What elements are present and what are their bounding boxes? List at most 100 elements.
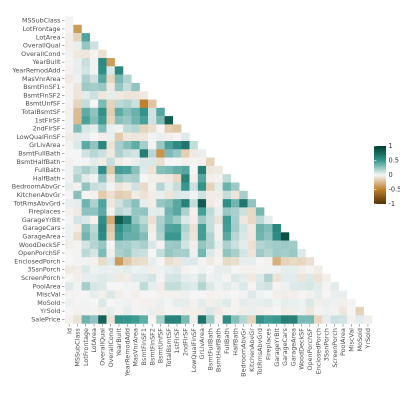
heatmap-cell-MoSold-WoodDeckSF	[297, 298, 306, 308]
heatmap-cell-YrSold-HalfBath	[231, 307, 240, 316]
y-tick-label: YearRemodAdd	[11, 66, 60, 74]
heatmap-cell-1stFlrSF-MasVnrArea	[131, 116, 140, 125]
heatmap-cell-FullBath-TotalBsmtSF	[164, 165, 174, 175]
heatmap-cell-OverallCond-OverallQual	[98, 49, 107, 59]
heatmap-cell-SalePrice-1stFlrSF	[172, 315, 182, 324]
heatmap-cell-ScreenPorch-TotalBsmtSF	[164, 273, 174, 283]
heatmap-cell-Fireplaces-1stFlrSF	[172, 207, 182, 216]
heatmap-cell-WoodDeckSF-LotArea	[89, 240, 99, 250]
heatmap-cell-EnclosedPorch-OverallQual	[98, 257, 107, 266]
x-tick-label: MasVnrArea	[132, 328, 140, 367]
heatmap-cell-BsmtFullBath-MasVnrArea	[131, 149, 140, 158]
heatmap-cell-BsmtFinSF2-LotArea	[89, 91, 99, 100]
heatmap-cell-YearRemodAdd-MSSubClass	[73, 66, 82, 75]
heatmap-cell-EnclosedPorch-KitchenAbvGr	[247, 257, 257, 266]
heatmap-cell-SalePrice-LotFrontage	[81, 315, 91, 324]
y-tick-label: MSSubClass	[22, 17, 61, 25]
heatmap-cell-1stFlrSF-BsmtUnfSF	[156, 116, 165, 125]
heatmap-cell-MiscVal-BsmtFinSF1	[139, 290, 149, 299]
heatmap-cell-EnclosedPorch-2ndFlrSF	[181, 257, 190, 266]
heatmap-cell-SalePrice-WoodDeckSF	[297, 315, 306, 324]
heatmap-cell-KitchenAbvGr-Id	[65, 190, 74, 200]
heatmap-cell-3SsnPorch-BsmtFinSF1	[139, 265, 149, 274]
heatmap-cell-MoSold-KitchenAbvGr	[247, 298, 257, 308]
heatmap-cell-MiscVal-OverallCond	[106, 290, 115, 299]
heatmap-cell-EnclosedPorch-GrLivArea	[197, 257, 207, 266]
y-tick-label: 2ndFlrSF	[33, 125, 61, 133]
heatmap-cell-MoSold-HalfBath	[231, 298, 240, 308]
heatmap-cell-SalePrice-MasVnrArea	[131, 315, 140, 324]
heatmap-cell-Fireplaces-OverallQual	[98, 207, 107, 216]
heatmap-cell-MoSold-BsmtFinSF1	[139, 298, 149, 308]
heatmap-cell-BedroomAbvGr-GrLivArea	[197, 182, 207, 191]
heatmap-cell-PoolArea-Id	[65, 282, 74, 291]
heatmap-cell-TotRmsAbvGrd-OverallCond	[106, 199, 115, 208]
heatmap-cell-MiscVal-Fireplaces	[264, 290, 273, 299]
heatmap-cell-YearRemodAdd-YearBuilt	[114, 66, 124, 75]
heatmap-cell-GarageCars-TotRmsAbvGrd	[255, 224, 265, 233]
heatmap-cell-KitchenAbvGr-LowQualFinSF	[189, 190, 198, 200]
heatmap-cell-GarageArea-MSSubClass	[73, 232, 82, 241]
y-tick-label: FullBath	[35, 166, 61, 174]
heatmap-cell-WoodDeckSF-BsmtFinSF1	[139, 240, 149, 250]
x-tick-label: GarageCars	[281, 327, 289, 365]
heatmap-cell-EnclosedPorch-MSSubClass	[73, 257, 82, 266]
heatmap-cell-3SsnPorch-TotRmsAbvGrd	[255, 265, 265, 274]
y-tick-label: GarageYrBlt	[22, 216, 61, 224]
heatmap-cell-MoSold-GrLivArea	[197, 298, 207, 308]
heatmap-cell-OpenPorchSF-KitchenAbvGr	[247, 248, 257, 258]
heatmap-cell-BedroomAbvGr-OverallQual	[98, 182, 107, 191]
heatmap-cell-3SsnPorch-BsmtUnfSF	[156, 265, 165, 274]
heatmap-cell-BsmtFullBath-YearRemodAdd	[123, 149, 132, 158]
heatmap-cell-OpenPorchSF-MSSubClass	[73, 248, 82, 258]
heatmap-cell-TotRmsAbvGrd-KitchenAbvGr	[247, 199, 257, 208]
heatmap-cell-3SsnPorch-GrLivArea	[197, 265, 207, 274]
heatmap-cell-3SsnPorch-KitchenAbvGr	[247, 265, 257, 274]
heatmap-cell-GarageCars-OverallCond	[106, 224, 115, 233]
heatmap-cell-FullBath-MasVnrArea	[131, 165, 140, 175]
heatmap-cell-HalfBath-FullBath	[222, 174, 232, 183]
heatmap-cell-GarageYrBlt-BedroomAbvGr	[239, 215, 248, 225]
heatmap-cell-PoolArea-MSSubClass	[73, 282, 82, 291]
y-tick-label: LotArea	[36, 33, 61, 41]
x-tick-label: BsmtFinSF2	[148, 328, 156, 365]
heatmap-cell-WoodDeckSF-HalfBath	[231, 240, 240, 250]
heatmap-cell-GarageYrBlt-1stFlrSF	[172, 215, 182, 225]
heatmap-cell-3SsnPorch-BedroomAbvGr	[239, 265, 248, 274]
x-tick-label: Fireplaces	[265, 327, 273, 360]
heatmap-cell-BsmtFinSF2-LotFrontage	[81, 91, 91, 100]
heatmap-cell-OverallCond-LotFrontage	[81, 49, 91, 59]
heatmap-cell-Fireplaces-MasVnrArea	[131, 207, 140, 216]
heatmap-cell-YrSold-BedroomAbvGr	[239, 307, 248, 316]
heatmap-cell-MiscVal-LotFrontage	[81, 290, 91, 299]
heatmap-cell-GarageYrBlt-GrLivArea	[197, 215, 207, 225]
heatmap-cell-YrSold-MoSold	[355, 307, 364, 316]
heatmap-cell-YearRemodAdd-LotFrontage	[81, 66, 91, 75]
heatmap-cell-YrSold-LotFrontage	[81, 307, 91, 316]
heatmap-cell-GarageYrBlt-TotRmsAbvGrd	[255, 215, 265, 225]
heatmap-cell-Fireplaces-HalfBath	[231, 207, 240, 216]
heatmap-cell-3SsnPorch-OpenPorchSF	[305, 265, 315, 274]
x-tick-label: MSSubClass	[74, 327, 82, 366]
heatmap-cell-BsmtUnfSF-MasVnrArea	[131, 99, 140, 108]
heatmap-cell-BsmtHalfBath-BsmtFullBath	[206, 157, 215, 167]
heatmap-cell-SalePrice-MSSubClass	[73, 315, 82, 324]
heatmap-cell-BsmtHalfBath-BsmtUnfSF	[156, 157, 165, 167]
heatmap-cell-FullBath-LotArea	[89, 165, 99, 175]
heatmap-cell-ScreenPorch-GarageArea	[289, 273, 298, 283]
heatmap-cell-BedroomAbvGr-OverallCond	[106, 182, 115, 191]
y-tick-label: YearBuilt	[31, 58, 61, 66]
heatmap-cell-2ndFlrSF-1stFlrSF	[172, 124, 182, 133]
heatmap-cell-3SsnPorch-EnclosedPorch	[314, 265, 323, 274]
heatmap-cell-ScreenPorch-YearRemodAdd	[123, 273, 132, 283]
y-tick-label: LotFrontage	[23, 25, 61, 33]
heatmap-cell-FullBath-BsmtFinSF1	[139, 165, 149, 175]
heatmap-cell-WoodDeckSF-LowQualFinSF	[189, 240, 198, 250]
heatmap-cell-2ndFlrSF-MasVnrArea	[131, 124, 140, 133]
heatmap-cell-2ndFlrSF-MSSubClass	[73, 124, 82, 133]
heatmap-cell-PoolArea-LotArea	[89, 282, 99, 291]
heatmap-cell-PoolArea-YearRemodAdd	[123, 282, 132, 291]
heatmap-cell-2ndFlrSF-BsmtUnfSF	[156, 124, 165, 133]
heatmap-cell-YearRemodAdd-OverallQual	[98, 66, 107, 75]
heatmap-cell-YearRemodAdd-Id	[65, 66, 74, 75]
